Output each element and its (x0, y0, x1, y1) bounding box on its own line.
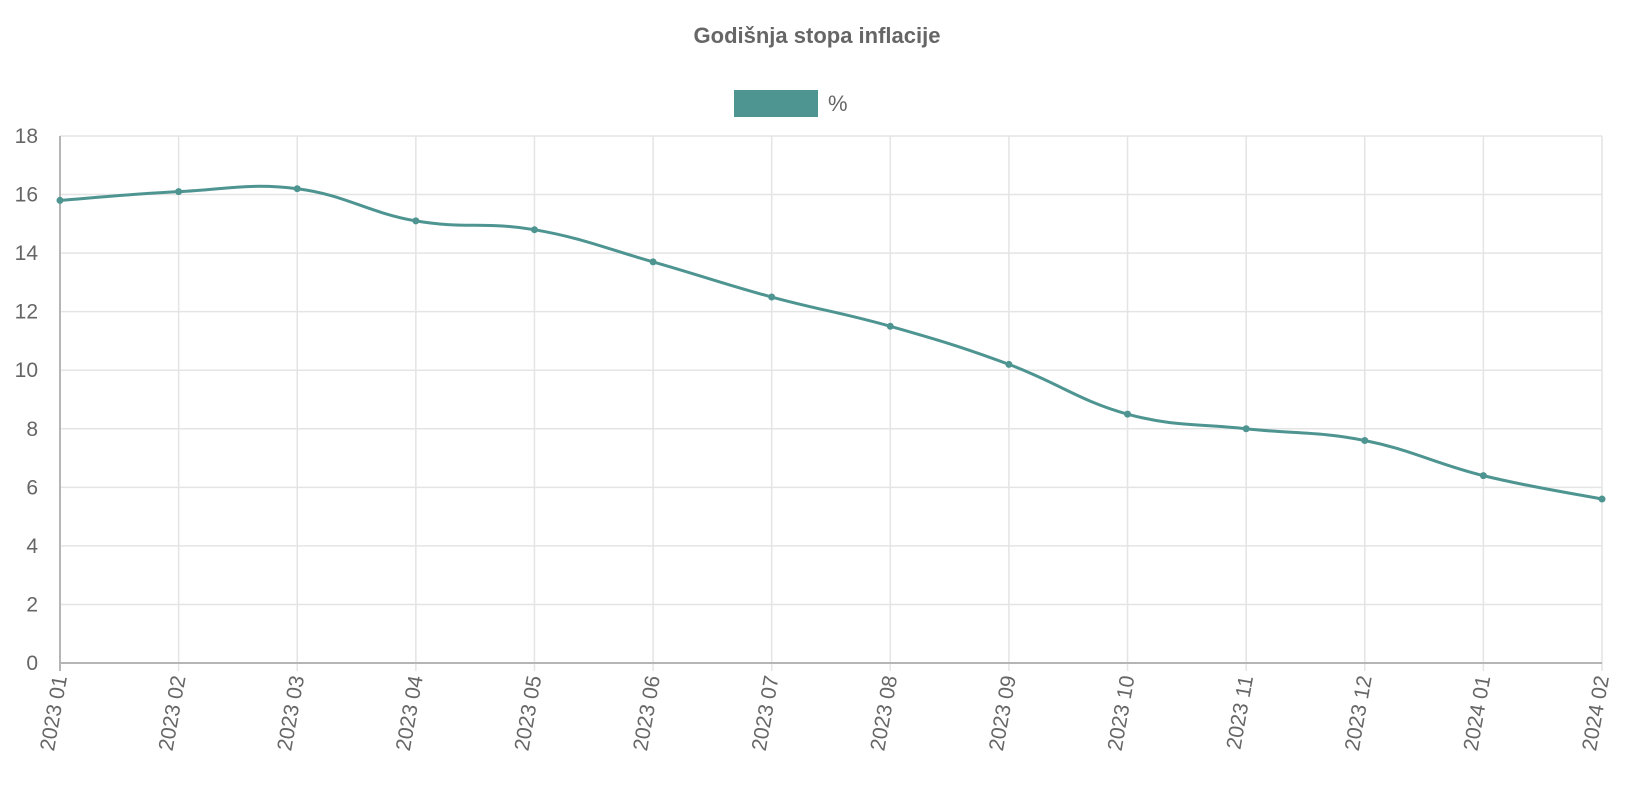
data-point[interactable] (1479, 472, 1487, 480)
data-point[interactable] (1242, 425, 1250, 433)
data-point[interactable] (293, 185, 301, 193)
y-tick-label: 6 (26, 476, 38, 499)
y-tick-label: 0 (26, 652, 38, 675)
x-tick-label: 2023 05 (511, 674, 547, 753)
data-point[interactable] (56, 196, 64, 204)
data-point[interactable] (175, 188, 183, 196)
chart-title: Godišnja stopa inflacije (694, 23, 941, 48)
x-tick-label: 2023 03 (273, 674, 309, 753)
x-tick-label: 2023 01 (36, 674, 72, 753)
y-tick-label: 16 (15, 184, 38, 207)
x-tick-label: 2023 06 (629, 674, 665, 753)
y-tick-label: 8 (26, 418, 38, 441)
x-tick-label: 2024 01 (1459, 674, 1495, 753)
x-tick-label: 2023 02 (155, 674, 191, 753)
y-tick-label: 12 (15, 301, 38, 324)
x-tick-label: 2023 10 (1104, 674, 1140, 753)
y-tick-label: 10 (15, 359, 38, 382)
legend-swatch (734, 90, 818, 117)
legend[interactable]: % (734, 90, 848, 117)
data-point[interactable] (1598, 495, 1606, 503)
legend-label: % (828, 91, 848, 116)
x-tick-label: 2024 02 (1578, 674, 1614, 753)
data-point[interactable] (1124, 410, 1132, 418)
data-point[interactable] (412, 217, 420, 225)
x-tick-label: 2023 04 (392, 674, 428, 753)
series-line (59, 184, 1603, 501)
x-tick-label: 2023 12 (1341, 674, 1377, 753)
data-point[interactable] (1005, 360, 1013, 368)
x-tick-label: 2023 08 (866, 674, 902, 753)
data-point[interactable] (530, 226, 538, 234)
data-point[interactable] (886, 322, 894, 330)
y-tick-label: 4 (26, 535, 38, 558)
x-tick-label: 2023 11 (1223, 674, 1259, 751)
y-tick-label: 14 (15, 242, 39, 265)
y-tick-label: 18 (15, 125, 38, 148)
y-tick-label: 2 (26, 593, 38, 616)
x-tick-label: 2023 09 (985, 674, 1021, 753)
data-point[interactable] (768, 293, 776, 301)
data-point[interactable] (649, 258, 657, 266)
x-tick-label: 2023 07 (748, 674, 784, 753)
data-point[interactable] (1361, 436, 1369, 444)
